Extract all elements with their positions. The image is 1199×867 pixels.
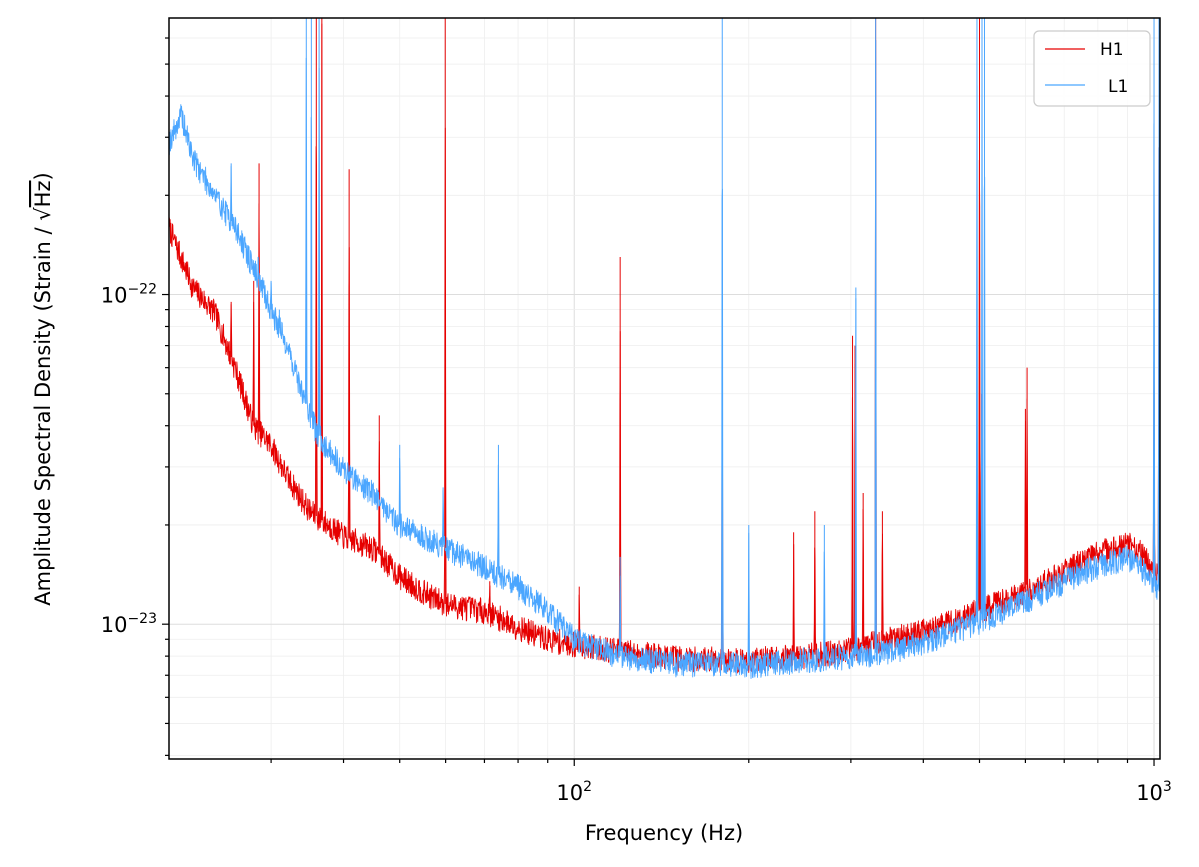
y-tick-label: 10−23 (101, 611, 157, 637)
y-axis-label-prefix: Amplitude Spectral Density (Strain / (31, 221, 55, 606)
ticks (162, 37, 1155, 766)
y-tick-label: 10−22 (101, 282, 157, 308)
legend: H1 L1 (1033, 30, 1151, 107)
x-tick-label: 102 (556, 779, 592, 805)
x-axis-label: Frequency (Hz) (585, 821, 743, 845)
legend-label-l1: L1 (1108, 77, 1128, 97)
y-axis-label-radicand: Hz (31, 180, 55, 207)
y-axis-label-radical: √ (31, 207, 55, 221)
tick-labels: 102 103 10−23 10−22 (101, 282, 1172, 805)
legend-box (1033, 30, 1151, 107)
series-layer (169, 18, 1160, 679)
series-line-h1 (169, 23, 1160, 674)
plot-frame (168, 17, 1161, 760)
series-line-l1 (169, 18, 1160, 679)
legend-label-h1: H1 (1100, 40, 1124, 60)
y-axis-label-suffix: ) (31, 172, 55, 180)
svg-text:Amplitude Spectral Density (St: Amplitude Spectral Density (Strain / √Hz… (31, 172, 55, 605)
y-axis-label: Amplitude Spectral Density (Strain / √Hz… (31, 172, 55, 605)
x-tick-label: 103 (1136, 779, 1172, 805)
